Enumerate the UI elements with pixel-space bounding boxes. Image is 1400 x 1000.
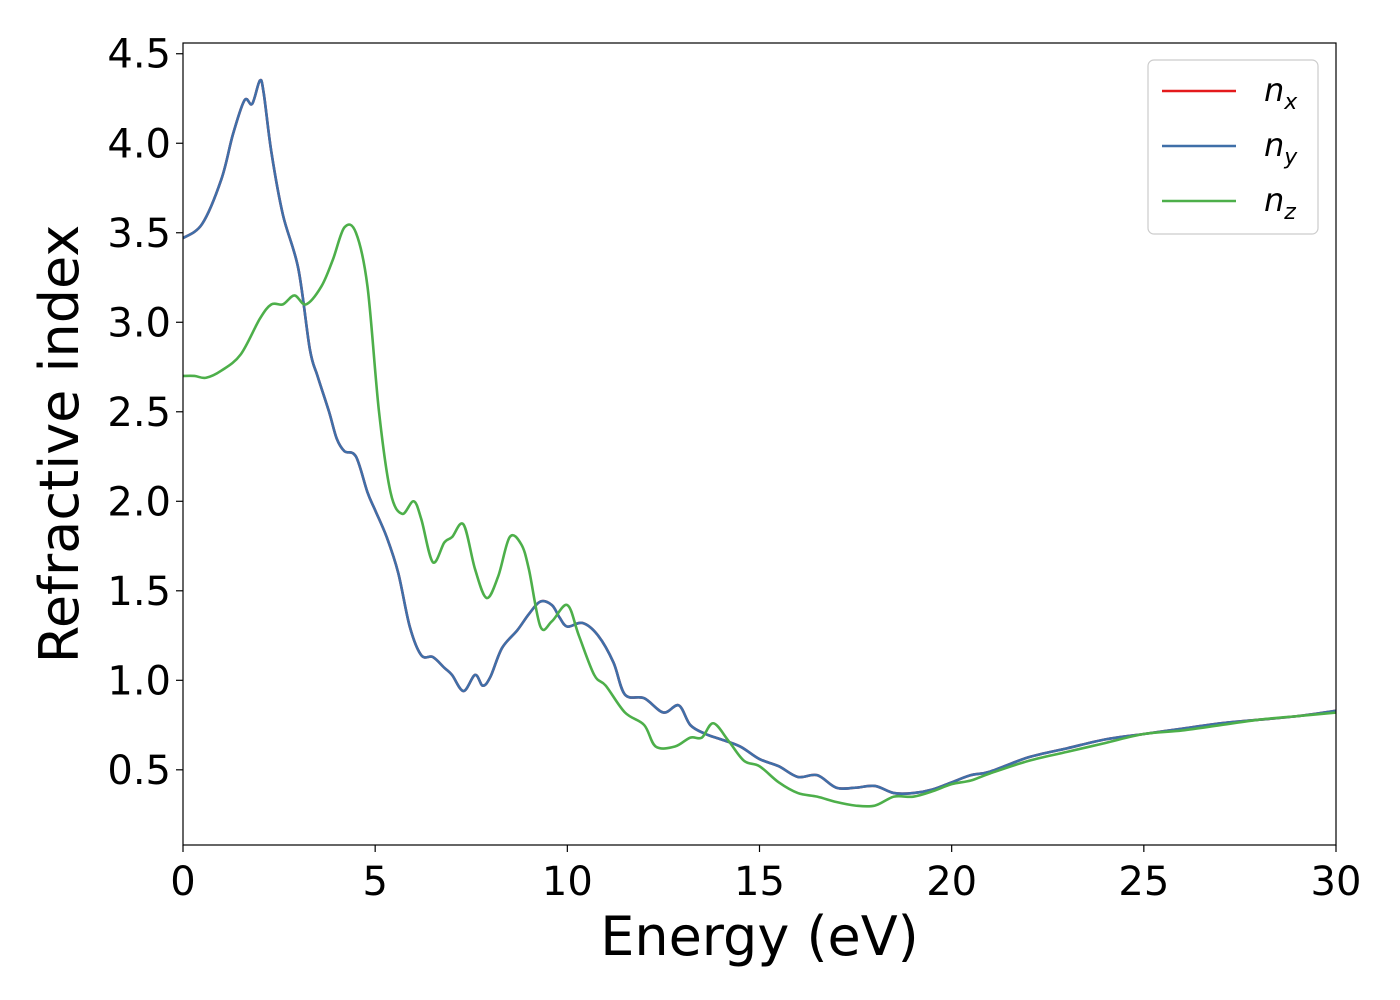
x-tick-label: 20 <box>926 859 977 905</box>
y-tick-label: 3.5 <box>107 211 171 257</box>
y-tick-label: 0.5 <box>107 748 171 794</box>
y-tick-label: 2.0 <box>107 479 171 525</box>
y-tick-label: 3.0 <box>107 300 171 346</box>
x-tick-label: 30 <box>1311 859 1362 905</box>
x-tick-label: 25 <box>1118 859 1169 905</box>
y-tick-label: 1.0 <box>107 658 171 704</box>
series-lines <box>183 78 1336 808</box>
x-axis-ticks: 0 5 10 15 20 25 30 <box>170 845 1361 905</box>
y-tick-label: 2.5 <box>107 390 171 436</box>
x-tick-label: 5 <box>362 859 387 905</box>
y-axis-ticks: 0.5 1.0 1.5 2.0 2.5 3.0 3.5 4.0 4.5 <box>107 32 183 794</box>
x-tick-label: 15 <box>734 859 785 905</box>
y-tick-label: 1.5 <box>107 569 171 615</box>
x-axis-label: Energy (eV) <box>600 905 919 968</box>
y-tick-label: 4.0 <box>107 121 171 167</box>
legend-label-x: nx <box>1264 71 1298 115</box>
series-line-n-z <box>183 223 1336 808</box>
y-tick-label: 4.5 <box>107 32 171 78</box>
x-tick-label: 10 <box>542 859 593 905</box>
x-tick-label: 0 <box>170 859 195 905</box>
y-axis-label: Refractive index <box>28 225 91 664</box>
series-line-n-y <box>183 78 1336 796</box>
